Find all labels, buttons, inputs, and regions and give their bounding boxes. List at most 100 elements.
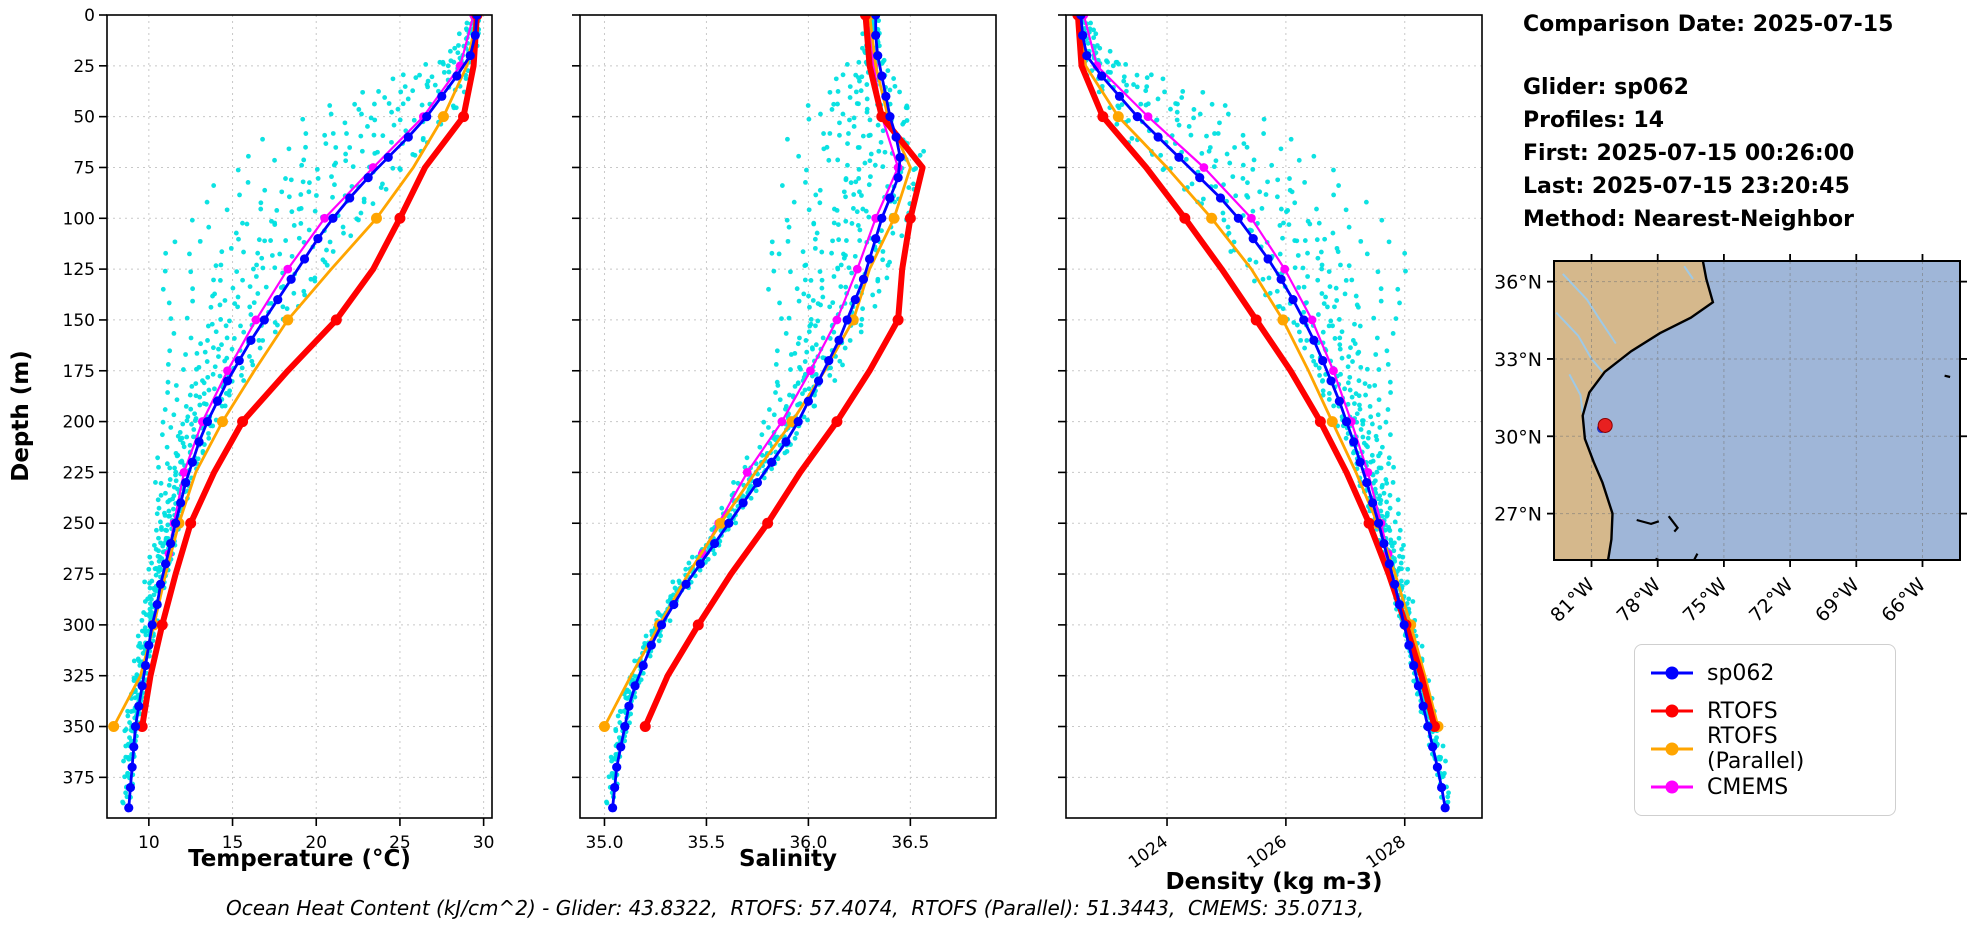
map-lon-label: 69°W [1811, 574, 1864, 627]
temperature-series-sp062 [124, 15, 482, 813]
map-river [1683, 265, 1694, 280]
location-map: 81°W 78°W 75°W 72°W 69°W 66°W 36°N 33°N 30°N 27°N [1494, 254, 1967, 627]
legend-item-rtofs: RTOFS [1649, 695, 1881, 727]
temperature-plot: 10 15 20 25 30025507510012515017520022525027… [63, 6, 495, 872]
svg-text:35.0: 35.0 [586, 833, 624, 853]
density-x-ticks: 1024 1026 1028 [1125, 818, 1410, 873]
svg-text:30: 30 [473, 833, 495, 853]
map-river [1555, 311, 1604, 373]
legend-label: RTOFS (Parallel) [1707, 724, 1805, 774]
svg-text:25: 25 [73, 57, 95, 77]
svg-text:275: 275 [63, 565, 95, 585]
temperature-plot-frame [106, 14, 493, 819]
density-plot-frame [1065, 14, 1483, 819]
svg-text:1024: 1024 [1125, 832, 1172, 873]
svg-text:250: 250 [63, 514, 95, 534]
ocean-heat-content-footer: Ocean Heat Content (kJ/cm^2) - Glider: 4… [225, 896, 1364, 920]
map-lat-label: 30°N [1494, 426, 1542, 448]
info-panel: Comparison Date: 2025-07-15 Glider: sp06… [1523, 8, 1893, 236]
map-gridlines [1554, 261, 1960, 560]
svg-text:100: 100 [63, 209, 95, 229]
salinity-plot: 35.0 35.5 36.0 36.5 Salinity [572, 14, 997, 872]
info-spacer [1523, 41, 1893, 71]
density-gridlines [1066, 14, 1482, 818]
svg-text:150: 150 [63, 311, 95, 331]
svg-text:0: 0 [84, 6, 95, 26]
legend-label: CMEMS [1707, 774, 1789, 800]
density-axis-label: Density (kg m-3) [1166, 869, 1383, 895]
map-river [1568, 373, 1584, 414]
map-lon-label: 72°W [1745, 574, 1798, 627]
svg-text:10: 10 [138, 833, 160, 853]
map-lon-label: 78°W [1613, 574, 1666, 627]
temperature-axis-label: Temperature (°C) [188, 846, 411, 872]
legend-marker-rtofs-parallel- [1651, 742, 1693, 756]
svg-text:35.5: 35.5 [688, 833, 726, 853]
legend-item-cmems: CMEMS [1649, 771, 1881, 803]
glider-location-marker [1597, 417, 1613, 433]
legend-marker-sp062 [1651, 666, 1693, 680]
svg-text:375: 375 [63, 768, 95, 788]
legend-item-rtofs-parallel-: RTOFS (Parallel) [1649, 724, 1881, 774]
first-profile-time-text: First: 2025-07-15 00:26:00 [1523, 141, 1855, 166]
density-y-ticks [1058, 14, 1066, 779]
temperature-y-ticks: 0 25 50 75 100 125 150 175 200 225 250 275 300 325 350… [63, 6, 107, 788]
svg-text:300: 300 [63, 616, 95, 636]
salinity-glider-profiles-scatter [604, 15, 927, 806]
map-river [1562, 273, 1617, 345]
svg-text:225: 225 [63, 463, 95, 483]
map-lon-label: 81°W [1546, 574, 1599, 627]
method-text: Method: Nearest-Neighbor [1523, 207, 1854, 232]
temperature-series-RTOFS [136, 15, 483, 733]
svg-text:1028: 1028 [1363, 832, 1410, 873]
legend-item-sp062: sp062 [1649, 657, 1881, 689]
map-lon-label: 66°W [1877, 574, 1930, 627]
svg-text:350: 350 [63, 718, 95, 738]
profiles-count-text: Profiles: 14 [1523, 108, 1665, 133]
legend-label: sp062 [1707, 660, 1775, 686]
svg-text:25: 25 [389, 833, 411, 853]
map-lat-label: 33°N [1494, 349, 1542, 371]
svg-text:15: 15 [222, 833, 244, 853]
svg-text:36.5: 36.5 [891, 833, 929, 853]
map-island [1636, 518, 1660, 526]
salinity-series-sp062 [608, 15, 905, 813]
svg-text:200: 200 [63, 413, 95, 433]
legend-marker-cmems [1651, 780, 1693, 794]
map-land [1554, 261, 1713, 560]
map-lon-label: 75°W [1679, 574, 1732, 627]
map-lat-label: 27°N [1494, 504, 1542, 526]
svg-text:175: 175 [63, 362, 95, 382]
temperature-gridlines [107, 14, 492, 818]
depth-axis-label: Depth (m) [8, 350, 34, 482]
svg-text:1026: 1026 [1244, 832, 1291, 873]
comparison-date-text: Comparison Date: 2025-07-15 [1523, 12, 1894, 37]
temperature-x-ticks: 10 15 20 25 30 [138, 818, 494, 853]
legend-marker-rtofs [1651, 704, 1693, 718]
svg-text:20: 20 [305, 833, 327, 853]
last-profile-time-text: Last: 2025-07-15 23:20:45 [1523, 174, 1850, 199]
salinity-y-ticks [572, 14, 580, 779]
map-island [1693, 553, 1699, 560]
svg-text:125: 125 [63, 260, 95, 280]
legend: sp062 RTOFS RTOFS (Parallel) CMEMS [1634, 644, 1896, 816]
salinity-axis-label: Salinity [739, 846, 837, 872]
map-lat-label: 36°N [1494, 272, 1542, 294]
temperature-glider-profiles-scatter [120, 15, 482, 806]
map-island [1944, 374, 1951, 379]
glider-name-text: Glider: sp062 [1523, 75, 1689, 100]
svg-text:75: 75 [73, 158, 95, 178]
map-coastline [1581, 261, 1715, 560]
svg-text:325: 325 [63, 667, 95, 687]
salinity-x-ticks: 35.0 35.5 36.0 36.5 [586, 818, 929, 853]
salinity-plot-frame [579, 14, 997, 819]
svg-text:36.0: 36.0 [789, 833, 827, 853]
map-island [1667, 515, 1680, 533]
svg-text:50: 50 [73, 108, 95, 128]
density-series-sp062 [1076, 15, 1450, 813]
legend-label: RTOFS [1707, 698, 1778, 724]
map-frame [1553, 260, 1961, 561]
